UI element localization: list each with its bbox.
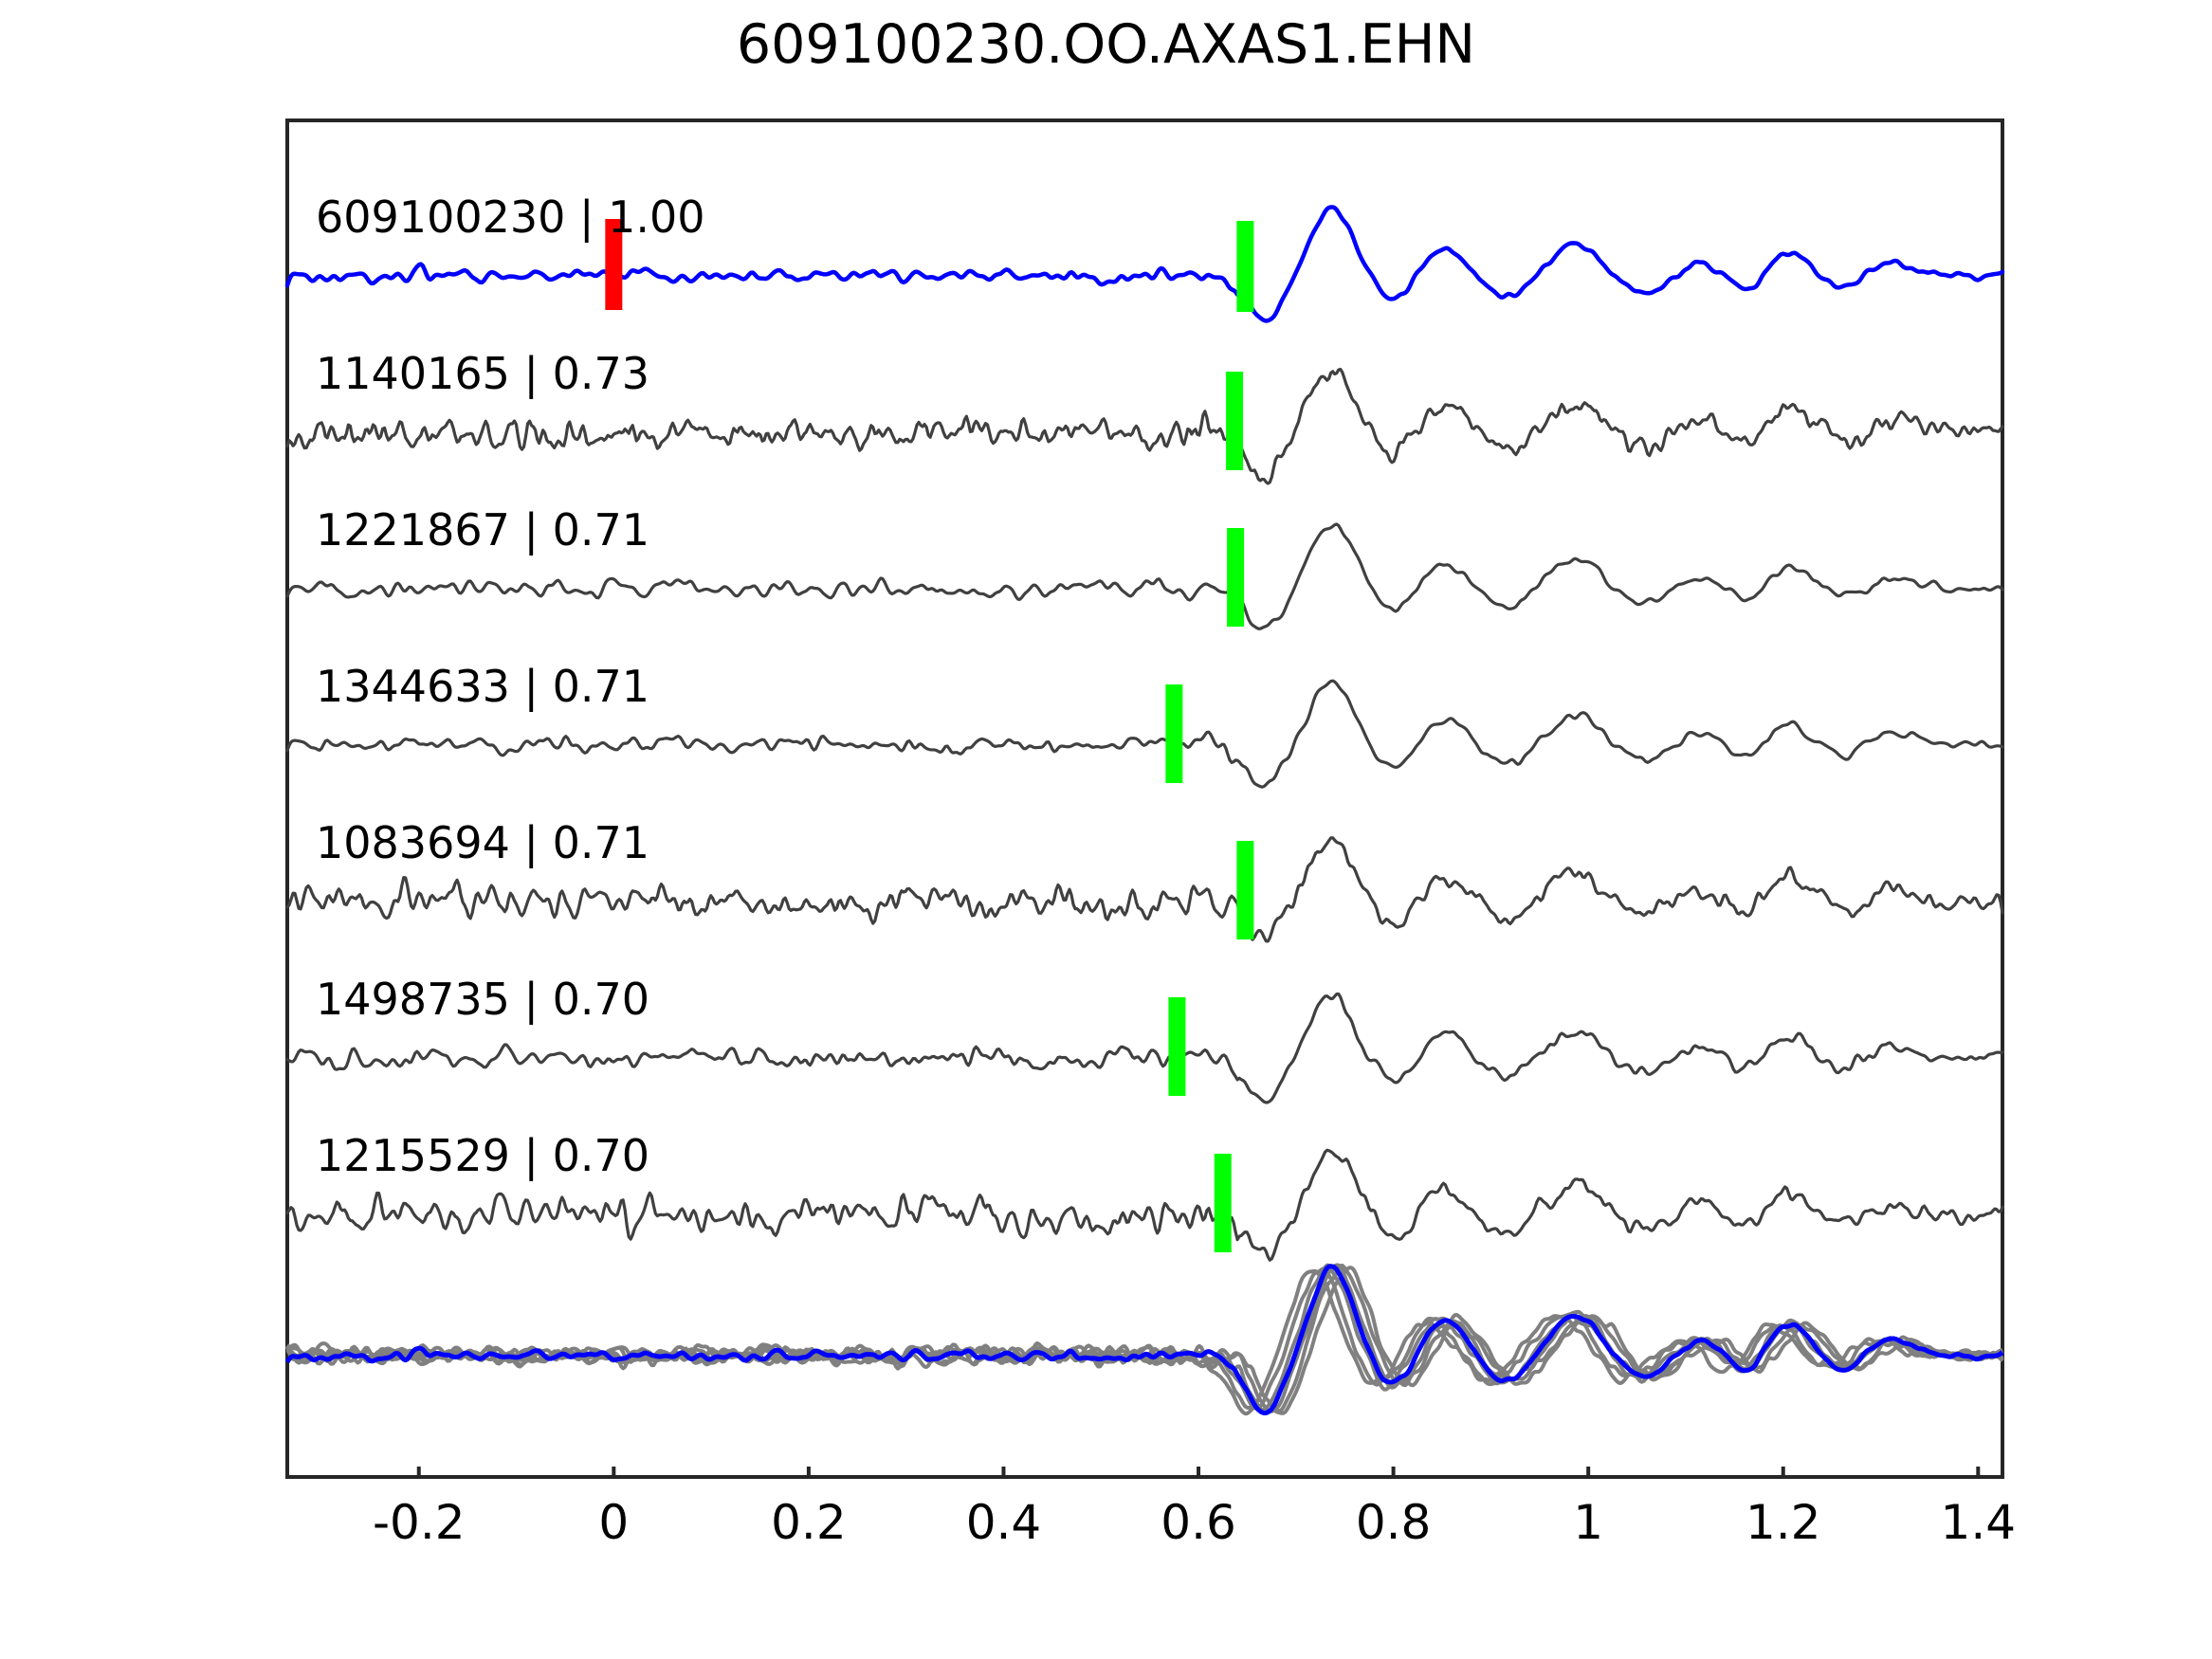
x-axis-ticks: -0.2 0 0.2 0.4 0.6 0.8 1 1.2 1.4 xyxy=(373,1467,2016,1550)
waveform-trace xyxy=(285,1148,2004,1262)
pick-markers xyxy=(605,219,1254,1252)
stack-gray-trace xyxy=(285,1266,2003,1415)
axes-frame xyxy=(285,118,2004,1479)
trace-label: 1083694 | 0.71 xyxy=(316,817,649,869)
x-tick-label: 0.2 xyxy=(771,1495,847,1550)
detection-pick-marker xyxy=(1214,1154,1232,1252)
stack-template-trace xyxy=(284,1264,2004,1416)
detection-pick-marker xyxy=(1227,528,1245,627)
template-pick-marker xyxy=(605,219,623,310)
x-tick-label: 1 xyxy=(1573,1495,1603,1550)
x-tick-label: 0 xyxy=(598,1495,629,1550)
waveform-path xyxy=(285,1148,2004,1262)
waveform-path xyxy=(285,522,2004,630)
waveform-trace xyxy=(285,679,2004,789)
trace-label: 1215529 | 0.70 xyxy=(316,1130,649,1182)
aligned-stack-panel xyxy=(284,1263,2004,1416)
waveform-path xyxy=(285,679,2004,789)
detection-pick-marker xyxy=(1168,997,1186,1096)
plot-border xyxy=(285,118,2004,1479)
stack-gray-trace xyxy=(285,1263,2004,1413)
x-tick-label: -0.2 xyxy=(373,1495,466,1550)
detection-pick-marker xyxy=(1236,221,1254,312)
trace-label: 1140165 | 0.73 xyxy=(316,348,649,400)
waveform-path xyxy=(285,367,2004,485)
stack-gray-trace xyxy=(285,1268,2004,1416)
detection-pick-marker xyxy=(1236,841,1254,939)
x-tick-label: 1.4 xyxy=(1941,1495,2017,1550)
trace-labels: 609100230 | 1.00 1140165 | 0.73 1221867 | … xyxy=(316,191,705,1182)
x-tick-label: 0.6 xyxy=(1161,1495,1236,1550)
detection-pick-marker xyxy=(1226,372,1244,470)
x-tick-label: 0.4 xyxy=(966,1495,1042,1550)
waveform-trace xyxy=(284,205,2005,323)
page-title: 609100230.OO.AXAS1.EHN xyxy=(736,13,1476,76)
trace-label: 1344633 | 0.71 xyxy=(316,661,649,713)
trace-label: 1221867 | 0.71 xyxy=(316,504,649,556)
stack-gray-trace xyxy=(286,1263,2004,1414)
x-tick-label: 0.8 xyxy=(1356,1495,1432,1550)
waveform-trace xyxy=(285,836,2004,943)
waveform-trace xyxy=(285,522,2004,630)
waveform-path xyxy=(285,836,2004,943)
waveform-trace xyxy=(285,992,2004,1104)
stack-gray-trace xyxy=(285,1267,2004,1410)
waveform-path xyxy=(284,205,2005,323)
trace-rows xyxy=(284,205,2005,1262)
detection-pick-marker xyxy=(1165,684,1183,783)
trace-label: 1498735 | 0.70 xyxy=(316,974,649,1026)
waveform-path xyxy=(285,992,2004,1104)
x-tick-label: 1.2 xyxy=(1746,1495,1821,1550)
waveform-trace xyxy=(285,367,2004,485)
stack-gray-trace xyxy=(286,1263,2004,1413)
trace-label: 609100230 | 1.00 xyxy=(316,191,705,244)
